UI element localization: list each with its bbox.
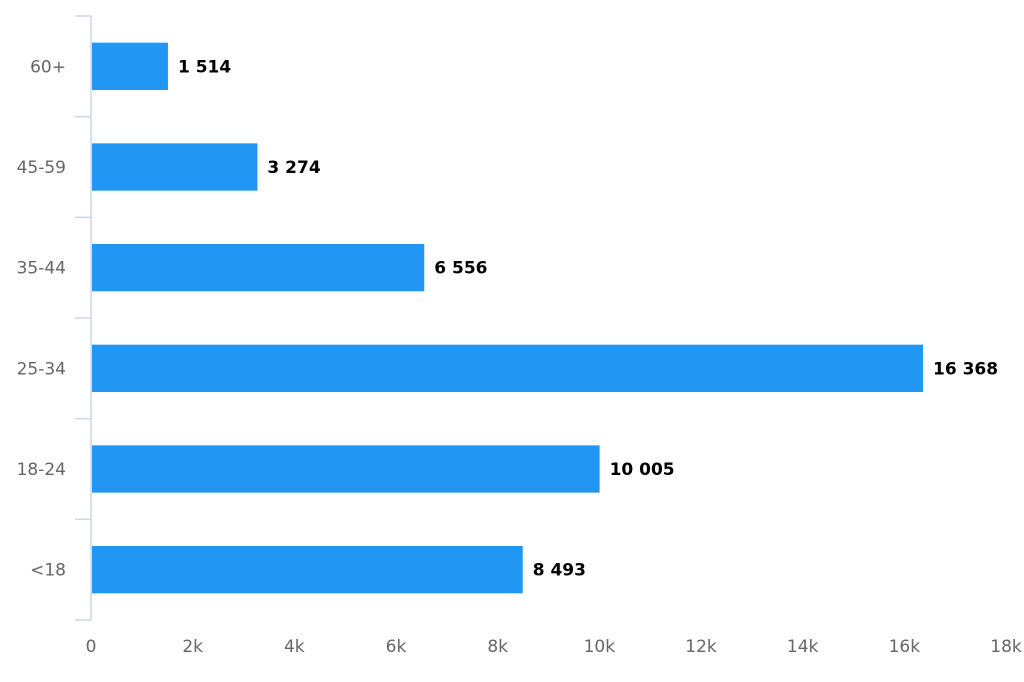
x-tick-label: 16k: [889, 637, 921, 657]
x-tick-label: 4k: [284, 637, 305, 657]
category-label: 45-59: [17, 158, 66, 178]
bar-5: [92, 546, 523, 594]
bar-1: [92, 143, 258, 191]
x-tick-label: 0: [86, 637, 97, 657]
category-label: 35-44: [17, 259, 66, 279]
bar-2: [92, 244, 425, 292]
bar-0: [92, 42, 168, 90]
bars: [92, 42, 924, 594]
bar-4: [92, 445, 600, 493]
category-labels: 60+ 45-59 35-44 25-34 18-24 <18: [17, 57, 66, 580]
x-tick-label: 8k: [487, 637, 508, 657]
category-label: 60+: [30, 57, 66, 77]
x-tick-label: 2k: [182, 637, 203, 657]
category-ticks: [75, 15, 91, 621]
x-tick-label: 6k: [386, 637, 407, 657]
data-label: 10 005: [610, 460, 675, 480]
data-label: 8 493: [533, 561, 586, 581]
data-labels: 1 514 3 274 6 556 16 368 10 005 8 493: [178, 57, 998, 580]
bar-3: [92, 344, 924, 392]
data-label: 1 514: [178, 57, 231, 77]
category-label: 25-34: [17, 359, 66, 379]
x-tick-label: 12k: [685, 637, 717, 657]
x-axis-tick-labels: 0 2k 4k 6k 8k 10k 12k 14k 16k 18k: [86, 637, 1022, 657]
category-label: <18: [30, 561, 66, 581]
x-tick-label: 18k: [990, 637, 1022, 657]
data-label: 6 556: [434, 259, 487, 279]
data-label: 16 368: [933, 359, 998, 379]
x-tick-label: 14k: [787, 637, 819, 657]
category-label: 18-24: [17, 460, 66, 480]
x-tick-label: 10k: [584, 637, 616, 657]
data-label: 3 274: [267, 158, 320, 178]
